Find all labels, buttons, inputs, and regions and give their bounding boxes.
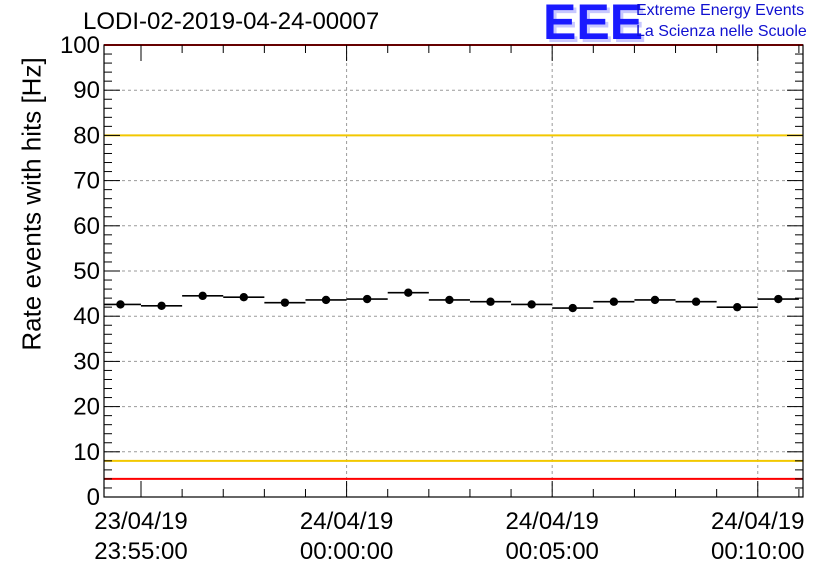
axis-ticks [104,44,803,498]
data-point [239,293,248,302]
y-tick-label: 0 [87,484,100,511]
y-axis-label: Rate events with hits [Hz] [16,57,47,351]
logo-line-2: La Scienza nelle Scuole [636,23,807,40]
tick-labels: 0 10 20 30 40 50 60 70 80 90 100 23/04/19 23:55:00 24… [60,32,805,565]
data-point [486,297,495,306]
data-point [362,294,372,304]
data-point [568,303,577,313]
data-point [321,295,331,305]
plot-frame [103,44,804,498]
x-tick-label-date: 23/04/19 [94,508,187,535]
chart-title: LODI-02-2019-04-24-00007 [83,8,380,35]
data-points [104,288,799,313]
y-tick-label: 60 [73,213,100,240]
x-tick-label-date: 24/04/19 [300,508,393,535]
data-point [774,294,783,304]
y-tick-label: 20 [73,394,100,421]
x-tick-label-time: 00:00:00 [300,538,393,565]
y-tick-label: 70 [73,168,100,195]
y-tick-label: 50 [73,258,100,285]
reference-lines [104,44,803,480]
eee-logo: EEE [543,0,644,50]
y-tick-label: 80 [73,122,100,149]
y-tick-label: 30 [73,348,100,375]
x-tick-label-time: 00:10:00 [711,538,804,565]
data-point [280,298,290,307]
y-tick-label: 40 [73,303,100,330]
grid-lines [104,45,803,497]
data-point [198,291,207,301]
y-tick-label: 10 [73,439,100,466]
data-point [691,297,701,306]
data-point [527,300,536,309]
data-point [157,301,166,311]
x-tick-label-time: 23:55:00 [94,538,187,565]
y-tick-label: 90 [73,77,100,104]
y-tick-label: 100 [60,32,100,59]
logo-line-1: Extreme Energy Events [636,2,805,19]
data-point [445,295,454,305]
data-point [733,302,742,312]
data-point [609,297,619,306]
data-point [116,300,125,309]
data-point [650,295,660,305]
x-tick-label-date: 24/04/19 [505,508,598,535]
data-point [404,288,413,297]
x-tick-label-time: 00:05:00 [505,538,598,565]
x-tick-label-date: 24/04/19 [711,508,804,535]
